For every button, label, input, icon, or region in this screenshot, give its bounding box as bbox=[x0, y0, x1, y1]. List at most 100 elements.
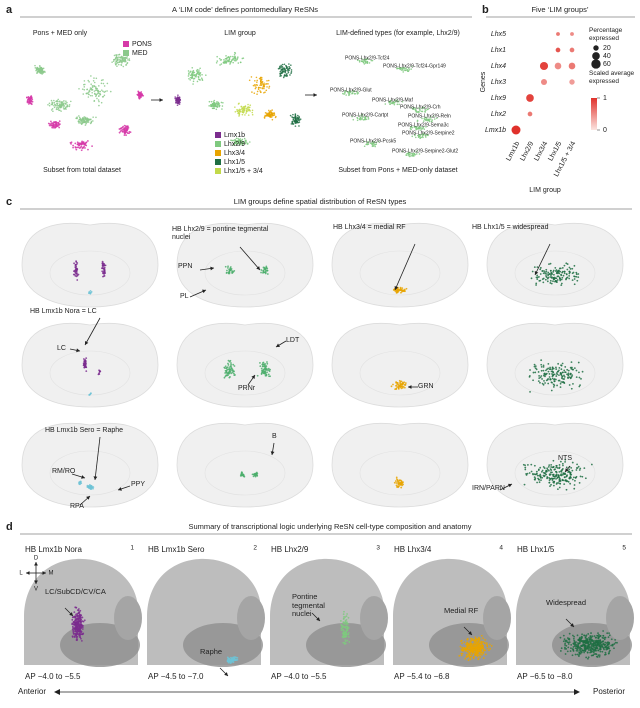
cell-dot bbox=[212, 103, 215, 106]
cell-dot bbox=[567, 646, 570, 649]
cell-dot bbox=[535, 276, 538, 279]
cell-dot bbox=[259, 365, 262, 368]
cell-dot bbox=[410, 154, 412, 157]
cell-dot bbox=[568, 272, 571, 275]
cell-dot bbox=[227, 267, 229, 269]
cell-dot bbox=[102, 95, 105, 98]
cell-dot bbox=[232, 659, 234, 662]
cell-dot bbox=[346, 625, 349, 628]
cell-dot bbox=[99, 93, 101, 96]
cell-dot bbox=[80, 626, 83, 629]
cell-dot bbox=[570, 367, 573, 370]
cluster-label: PONS-Lhx2/9-Sema3c bbox=[398, 122, 449, 128]
arrowhead bbox=[394, 286, 399, 290]
cell-dot bbox=[81, 88, 84, 90]
cell-dot bbox=[556, 482, 558, 484]
cell-dot bbox=[606, 643, 609, 646]
cell-dot bbox=[461, 642, 464, 645]
cell-dot bbox=[573, 484, 576, 486]
cell-dot bbox=[568, 274, 571, 277]
cell-dot bbox=[244, 114, 246, 116]
cell-dot bbox=[266, 86, 268, 88]
cell-dot bbox=[261, 363, 264, 366]
cell-dot bbox=[340, 629, 343, 632]
cell-dot bbox=[51, 107, 54, 110]
size-legend-dot bbox=[592, 52, 600, 60]
cell-dot bbox=[411, 135, 414, 138]
cell-dot bbox=[36, 71, 38, 74]
cell-dot bbox=[232, 61, 234, 64]
cell-dot bbox=[542, 272, 545, 275]
cell-dot bbox=[542, 281, 545, 284]
cell-dot bbox=[561, 276, 564, 279]
cell-dot bbox=[59, 103, 61, 105]
cell-dot bbox=[460, 652, 463, 655]
region-label: HB Lmx1b Sero = Raphe bbox=[45, 427, 124, 434]
cell-dot bbox=[227, 362, 229, 365]
cell-dot bbox=[34, 64, 36, 67]
cell-dot bbox=[477, 650, 480, 652]
legend-label: MED bbox=[132, 50, 148, 57]
cell-dot bbox=[97, 90, 99, 93]
legend-label: Lhx1/5 + 3/4 bbox=[224, 168, 263, 175]
cell-dot bbox=[570, 387, 573, 390]
cell-dot bbox=[82, 117, 84, 119]
cell-dot bbox=[558, 267, 561, 270]
cell-dot bbox=[542, 466, 545, 468]
cell-dot bbox=[254, 83, 256, 86]
cell-dot bbox=[102, 272, 105, 275]
cell-dot bbox=[225, 367, 228, 370]
cell-dot bbox=[414, 136, 417, 139]
cell-dot bbox=[345, 621, 348, 624]
cell-dot bbox=[582, 650, 585, 652]
cell-dot bbox=[537, 477, 539, 480]
cell-dot bbox=[415, 153, 418, 155]
cell-dot bbox=[570, 361, 573, 364]
subpanel-caption: Subset from total dataset bbox=[43, 167, 121, 174]
cell-dot bbox=[273, 112, 276, 115]
cell-dot bbox=[604, 646, 607, 649]
cell-dot bbox=[74, 626, 77, 629]
cell-dot bbox=[232, 372, 235, 375]
cell-dot bbox=[178, 103, 181, 105]
cell-dot bbox=[566, 263, 569, 265]
cell-dot bbox=[98, 372, 100, 375]
cell-dot bbox=[97, 95, 100, 98]
cell-dot bbox=[524, 464, 526, 467]
cell-dot bbox=[90, 75, 92, 77]
cell-dot bbox=[363, 145, 366, 148]
cell-dot bbox=[265, 114, 268, 116]
cell-dot bbox=[557, 362, 560, 365]
cell-dot bbox=[475, 653, 478, 656]
cell-dot bbox=[407, 153, 410, 155]
cell-dot bbox=[218, 105, 220, 107]
cell-dot bbox=[402, 483, 404, 486]
cell-dot bbox=[460, 639, 463, 642]
cell-dot bbox=[592, 651, 595, 654]
cell-dot bbox=[564, 472, 566, 475]
cell-dot bbox=[28, 101, 31, 104]
cell-dot bbox=[558, 479, 561, 481]
cell-dot bbox=[424, 133, 426, 135]
cell-dot bbox=[80, 149, 83, 152]
cell-dot bbox=[79, 636, 82, 639]
cell-dot bbox=[77, 620, 80, 623]
cell-dot bbox=[421, 106, 424, 109]
cell-dot bbox=[229, 268, 232, 271]
cell-dot bbox=[555, 372, 558, 374]
cell-dot bbox=[398, 103, 400, 106]
cell-dot bbox=[564, 646, 566, 649]
cell-dot bbox=[268, 114, 271, 116]
cell-dot bbox=[239, 61, 242, 64]
cell-dot bbox=[610, 644, 613, 647]
cell-dot bbox=[606, 647, 609, 650]
cell-dot bbox=[137, 91, 140, 94]
cell-dot bbox=[555, 269, 558, 271]
cell-dot bbox=[587, 656, 590, 659]
cell-dot bbox=[254, 87, 257, 90]
cell-dot bbox=[142, 94, 145, 97]
cell-dot bbox=[211, 107, 214, 110]
cell-dot bbox=[261, 87, 264, 90]
cell-dot bbox=[563, 483, 566, 485]
cell-dot bbox=[552, 465, 555, 468]
